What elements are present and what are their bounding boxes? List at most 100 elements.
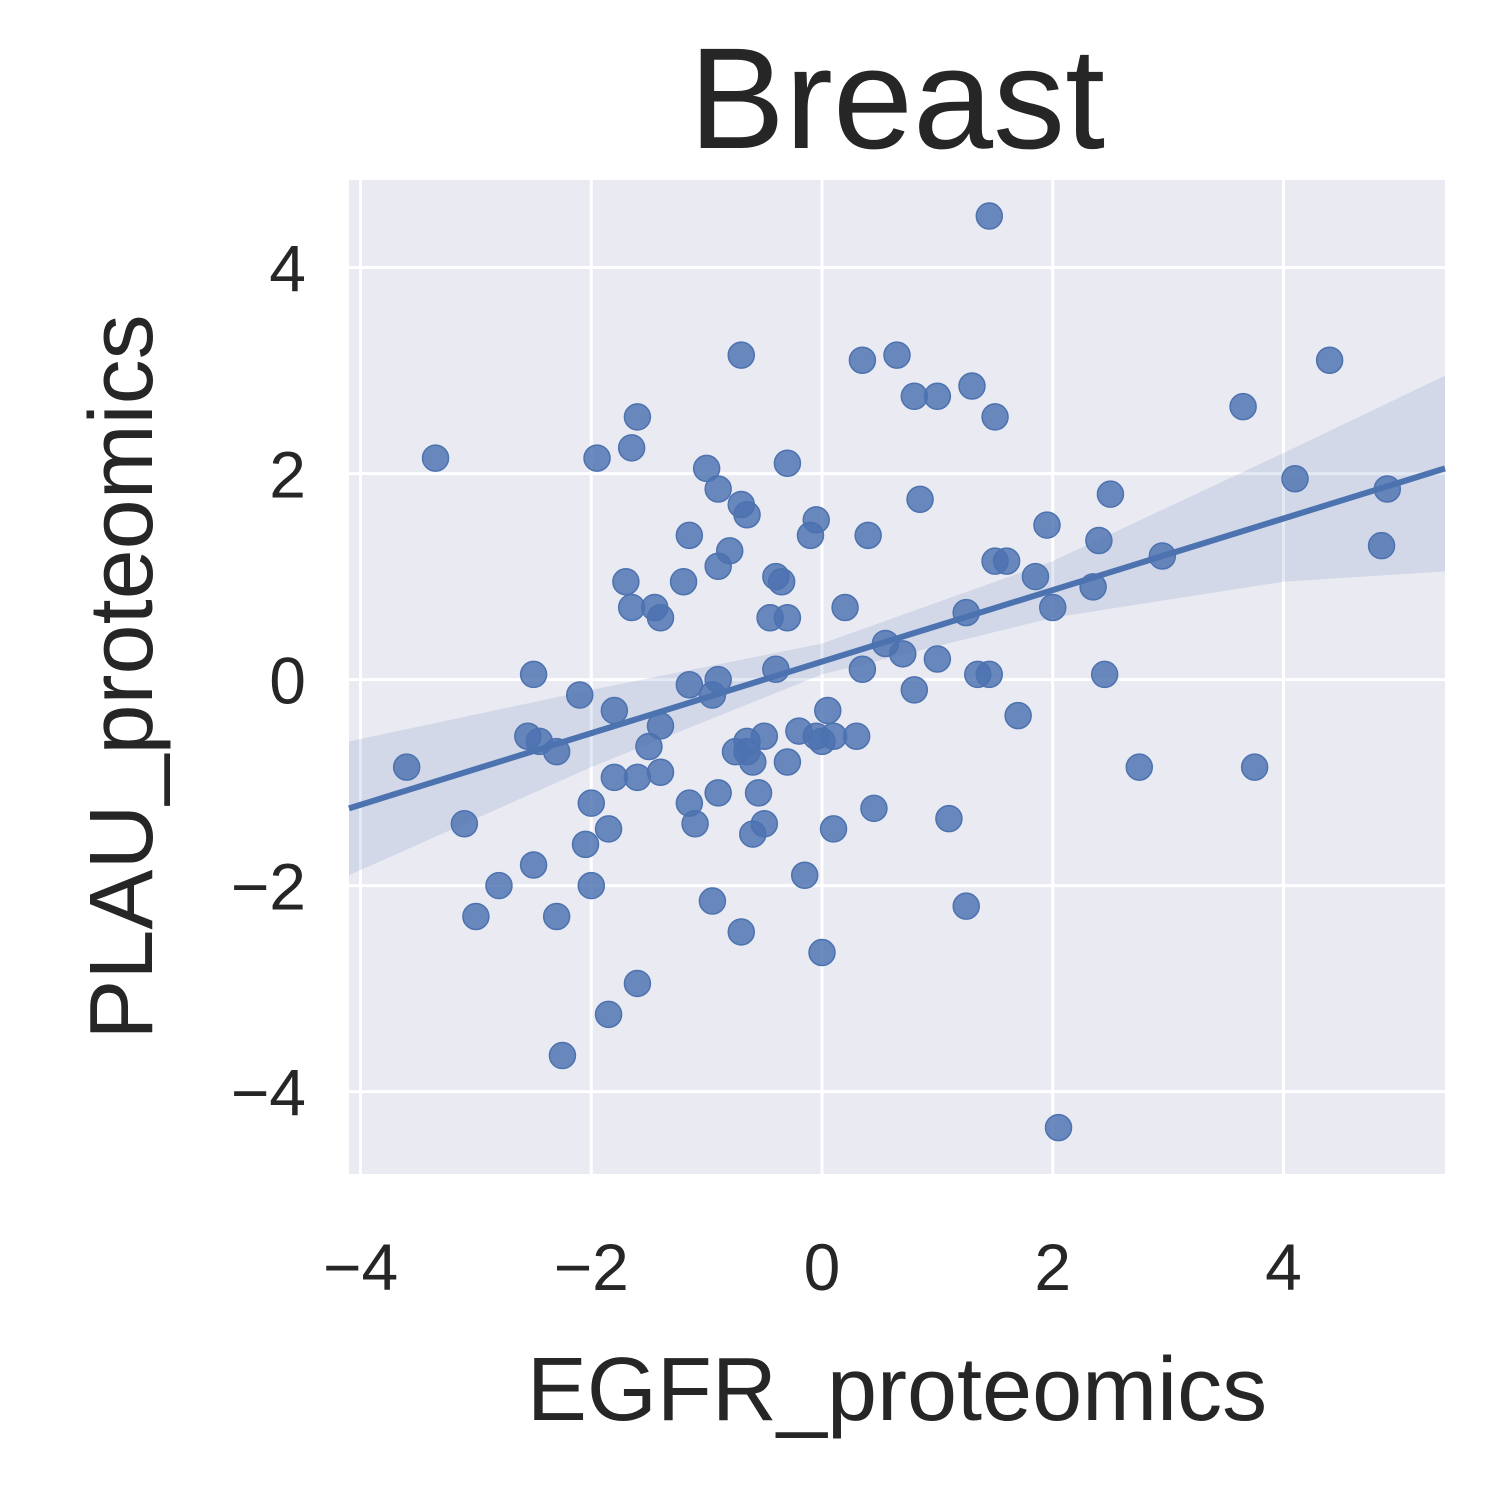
data-point (577, 789, 606, 817)
data-point (594, 815, 623, 843)
data-point (923, 382, 952, 411)
data-point (750, 810, 779, 838)
data-point (767, 567, 796, 596)
data-point (975, 660, 1004, 689)
data-point (981, 403, 1009, 431)
data-point (623, 969, 652, 998)
data-point (1367, 531, 1396, 560)
data-point (819, 815, 848, 843)
data-point (773, 604, 802, 632)
data-point (1090, 660, 1119, 689)
data-point (975, 202, 1004, 230)
data-point (1125, 753, 1154, 781)
data-point (992, 547, 1021, 575)
x-axis-label: EGFR_proteomics (527, 1340, 1267, 1440)
data-point (462, 902, 490, 931)
y-tick-label: 2 (269, 438, 306, 512)
data-point (1281, 464, 1309, 493)
data-point (698, 887, 727, 915)
data-point (900, 676, 929, 704)
data-point (392, 753, 421, 781)
data-point (773, 449, 802, 478)
data-point (773, 748, 802, 776)
data-point (600, 696, 629, 725)
data-point (571, 830, 600, 859)
data-point (848, 346, 877, 375)
data-point (1004, 701, 1032, 730)
data-point (635, 732, 663, 761)
data-point (1229, 392, 1257, 421)
y-tick-label: 4 (269, 232, 306, 306)
data-point (1240, 753, 1269, 781)
x-tick-label: −4 (323, 1230, 398, 1304)
data-point (923, 645, 952, 673)
regression-line (348, 465, 1446, 812)
data-point (548, 1041, 577, 1070)
data-point (594, 1000, 623, 1029)
data-point (600, 763, 629, 792)
data-point (1038, 593, 1067, 622)
data-point (808, 938, 836, 967)
data-point (1044, 1113, 1073, 1142)
data-point (612, 567, 640, 596)
data-point (952, 892, 980, 920)
data-point (802, 506, 830, 534)
data-point (883, 341, 911, 369)
data-point (727, 918, 756, 946)
data-point (819, 722, 848, 750)
data-point (750, 722, 779, 750)
data-point (790, 861, 819, 890)
data-point (831, 593, 859, 622)
y-axis-ticks: −4 −2 0 2 4 (231, 232, 306, 1130)
data-point (842, 722, 871, 750)
data-point (675, 521, 704, 550)
data-point (692, 454, 721, 483)
confidence-band (349, 375, 1445, 876)
data-point (1085, 526, 1113, 555)
data-point (733, 501, 761, 529)
data-point (577, 871, 606, 900)
y-tick-label: −4 (231, 1056, 306, 1130)
data-point (519, 660, 548, 689)
data-point (814, 696, 842, 725)
data-point (617, 434, 646, 462)
data-point (935, 804, 963, 833)
x-tick-label: 0 (804, 1230, 841, 1304)
grid-lines (349, 180, 1445, 1174)
x-tick-label: −2 (554, 1230, 629, 1304)
data-point (485, 871, 513, 900)
data-point (848, 655, 877, 684)
data-point (704, 475, 732, 503)
data-point (450, 810, 479, 838)
data-point (704, 779, 732, 807)
data-point (617, 593, 646, 622)
x-tick-label: 2 (1034, 1230, 1071, 1304)
data-point (646, 604, 675, 632)
data-point (542, 902, 571, 931)
data-point (860, 794, 888, 823)
y-tick-label: −2 (231, 850, 306, 924)
data-point (900, 382, 929, 411)
plot-area (349, 180, 1445, 1174)
data-points (392, 202, 1402, 1142)
data-point (958, 372, 986, 400)
data-point (906, 485, 934, 514)
data-point (1021, 562, 1050, 591)
confidence-band-area (349, 375, 1445, 876)
data-point (681, 810, 709, 838)
y-axis-label: PLAU_proteomics (72, 314, 172, 1039)
data-point (646, 758, 675, 787)
data-point (1096, 480, 1125, 508)
data-point (1033, 511, 1061, 539)
data-point (519, 851, 548, 879)
chart-title: Breast (689, 18, 1105, 179)
data-point (565, 681, 594, 709)
x-tick-label: 4 (1265, 1230, 1302, 1304)
data-point (623, 403, 652, 431)
data-point (1315, 346, 1344, 375)
x-axis-ticks: −4 −2 0 2 4 (323, 1230, 1302, 1304)
data-point (715, 537, 744, 565)
data-point (675, 670, 704, 699)
data-point (854, 521, 882, 550)
